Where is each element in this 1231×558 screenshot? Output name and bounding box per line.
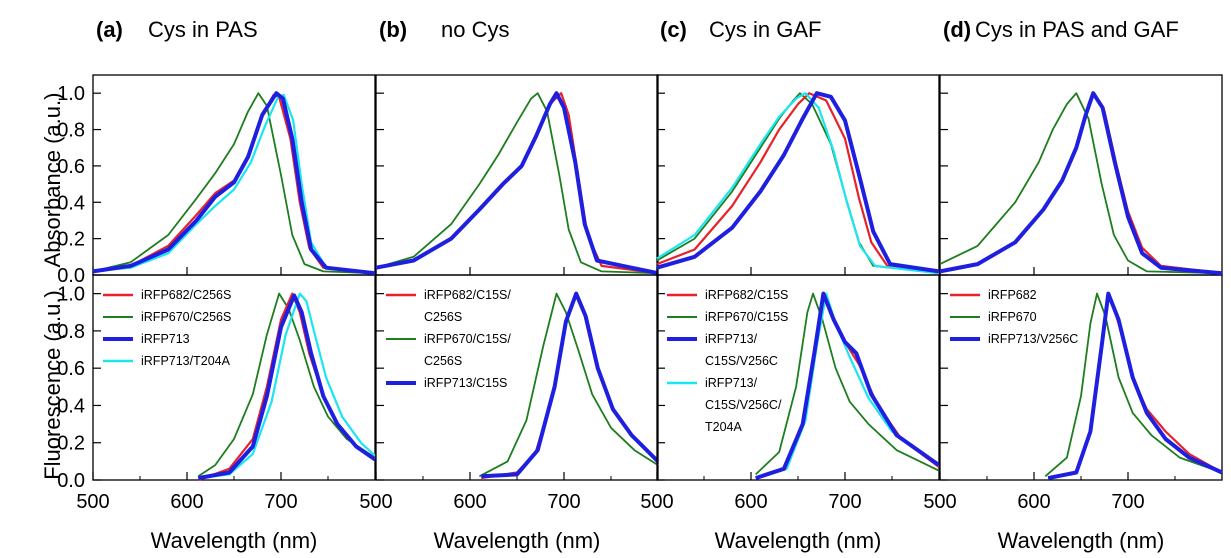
panel-letter: (d) bbox=[943, 17, 971, 42]
absorbance-y-tick-label: 0.6 bbox=[57, 156, 85, 178]
legend-entry: iRFP670/C256S bbox=[141, 310, 231, 324]
legend-entry: C256S bbox=[424, 354, 462, 368]
fluorescence-series-blue bbox=[197, 293, 377, 481]
absorbance-series-green bbox=[375, 92, 659, 275]
fluorescence-y-tick-label: 1.0 bbox=[57, 284, 85, 306]
fluorescence-series-green bbox=[197, 292, 376, 478]
panel-title: Cys in GAF bbox=[709, 17, 821, 42]
absorbance-series-green bbox=[656, 92, 940, 275]
x-tick-label: 500 bbox=[76, 491, 109, 513]
panel-title: Cys in PAS bbox=[148, 17, 258, 42]
absorbance-series-red bbox=[939, 92, 1223, 275]
y-axis-label-absorbance: Absorbance (a.u.) bbox=[40, 93, 65, 268]
x-tick-label: 700 bbox=[264, 491, 297, 513]
absorbance-series-blue bbox=[939, 91, 1223, 276]
legend-entry: T204A bbox=[705, 420, 742, 434]
legend-entry: iRFP682/C15S/ bbox=[424, 288, 511, 302]
x-axis-label: Wavelength (nm) bbox=[715, 528, 882, 553]
panel-letter: (b) bbox=[379, 17, 407, 42]
absorbance-y-tick-label: 0.2 bbox=[57, 229, 85, 251]
legend-entry: iRFP670/C15S/ bbox=[424, 332, 511, 346]
legend-entry: iRFP682/C15S bbox=[705, 288, 788, 302]
legend-entry: iRFP670 bbox=[988, 310, 1037, 324]
legend-entry: C15S/V256C bbox=[705, 354, 778, 368]
absorbance-series-blue bbox=[656, 91, 940, 274]
x-axis-label: Wavelength (nm) bbox=[998, 528, 1165, 553]
fluorescence-series-green bbox=[478, 292, 659, 478]
legend-entry: C15S/V256C/ bbox=[705, 398, 782, 412]
panel-3: 500 600 700 Wavelength (nm) (c) Cys in GAF iRF… bbox=[640, 17, 941, 553]
absorbance-series-blue bbox=[375, 91, 659, 276]
x-tick-label: 600 bbox=[734, 491, 767, 513]
fluorescence-frame bbox=[375, 274, 659, 481]
x-tick-label: 700 bbox=[828, 491, 861, 513]
legend-entry: iRFP713/ bbox=[705, 376, 758, 390]
absorbance-series-green bbox=[92, 92, 376, 275]
absorbance-series-cyan bbox=[656, 92, 940, 275]
absorbance-series-red bbox=[375, 92, 659, 275]
legend-entry: iRFP713/T204A bbox=[141, 354, 231, 368]
legend-entry: iRFP682 bbox=[988, 288, 1037, 302]
x-axis-label: Wavelength (nm) bbox=[151, 528, 318, 553]
x-tick-label: 600 bbox=[453, 491, 486, 513]
absorbance-y-tick-label: 0.8 bbox=[57, 120, 85, 142]
fluorescence-series-blue bbox=[481, 291, 660, 479]
legend-entry: iRFP713/V256C bbox=[988, 332, 1078, 346]
x-tick-label: 500 bbox=[359, 491, 392, 513]
absorbance-y-tick-label: 0.4 bbox=[57, 192, 85, 214]
x-tick-label: 600 bbox=[170, 491, 203, 513]
x-tick-label: 600 bbox=[1017, 491, 1050, 513]
legend-entry: iRFP713/ bbox=[705, 332, 758, 346]
legend-entry: iRFP682/C256S bbox=[141, 288, 231, 302]
x-tick-label: 700 bbox=[1111, 491, 1144, 513]
fluorescence-y-tick-label: 0.6 bbox=[57, 358, 85, 380]
panel-title: no Cys bbox=[441, 17, 509, 42]
fluorescence-y-tick-label: 0.4 bbox=[57, 395, 85, 417]
panel-2: 500 600 700 Wavelength (nm) (b) no Cys iRFP682… bbox=[359, 17, 660, 553]
fluorescence-y-tick-label: 0.0 bbox=[57, 470, 85, 492]
fluorescence-frame bbox=[92, 274, 376, 481]
fluorescence-y-tick-label: 0.2 bbox=[57, 433, 85, 455]
legend-entry: iRFP713 bbox=[141, 332, 190, 346]
absorbance-frame bbox=[375, 74, 659, 276]
fluorescence-series-blue bbox=[1047, 291, 1223, 481]
x-axis-label: Wavelength (nm) bbox=[434, 528, 601, 553]
absorbance-series-cyan bbox=[92, 93, 376, 275]
legend-entry: iRFP670/C15S bbox=[705, 310, 788, 324]
absorbance-series-red bbox=[656, 92, 940, 275]
legend-entry: iRFP713/C15S bbox=[424, 376, 507, 390]
absorbance-frame bbox=[92, 74, 376, 276]
panel-letter: (a) bbox=[96, 17, 123, 42]
panel-title: Cys in PAS and GAF bbox=[975, 17, 1179, 42]
absorbance-series-green bbox=[939, 92, 1223, 275]
y-axis-label-fluorescence: Fluorescence (a.u.) bbox=[40, 290, 65, 480]
absorbance-y-tick-label: 1.0 bbox=[57, 83, 85, 105]
fluorescence-series-cyan bbox=[198, 292, 376, 480]
panel-4: 500 600 700 Wavelength (nm) (d) Cys in PAS an… bbox=[923, 17, 1223, 553]
fluorescence-series-blue bbox=[755, 291, 941, 480]
legend-entry: C256S bbox=[424, 310, 462, 324]
absorbance-y-tick-label: 0.0 bbox=[57, 265, 85, 287]
absorbance-series-blue bbox=[92, 91, 376, 276]
panel-letter: (c) bbox=[660, 17, 687, 42]
fluorescence-y-tick-label: 0.8 bbox=[57, 321, 85, 343]
x-tick-label: 500 bbox=[923, 491, 956, 513]
x-tick-label: 700 bbox=[547, 491, 580, 513]
x-tick-label: 500 bbox=[640, 491, 673, 513]
